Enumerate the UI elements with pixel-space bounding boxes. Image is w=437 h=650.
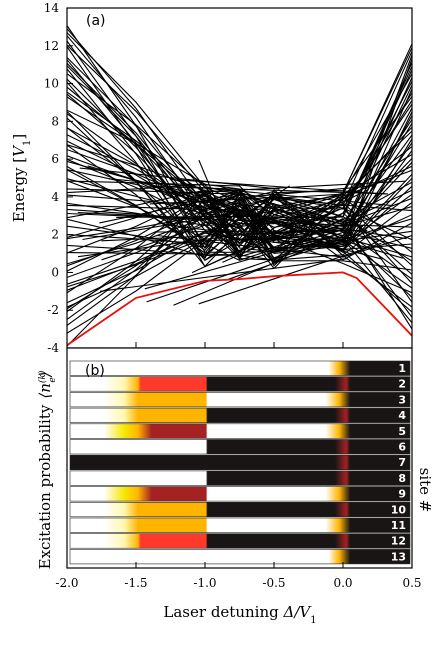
energy-level-line xyxy=(149,185,389,195)
y-tick-label-a: 2 xyxy=(51,228,59,242)
site-number-label: 6 xyxy=(398,441,406,454)
site-row-bar xyxy=(69,470,411,486)
site-row-bar xyxy=(69,533,411,549)
ground-state-line xyxy=(67,271,412,346)
energy-level-line xyxy=(67,25,412,250)
site-number-label: 13 xyxy=(391,550,406,563)
energy-level-line xyxy=(219,185,323,228)
energy-level-line xyxy=(149,196,277,205)
energy-level-line xyxy=(67,100,412,259)
energy-levels xyxy=(67,25,412,347)
energy-level-line xyxy=(67,202,412,267)
energy-level-line xyxy=(99,193,237,224)
y-tick-label-a: 8 xyxy=(51,114,59,128)
y-tick-label-a: -4 xyxy=(47,341,59,355)
site-row-bar xyxy=(69,454,411,471)
energy-level-line xyxy=(157,234,303,254)
x-tick-label: 0.0 xyxy=(333,576,352,590)
energy-level-line xyxy=(77,233,247,258)
energy-spectrum-panel: -4 -2 0 2 4 6 8 10 12 14 (a) Energy [V1] xyxy=(10,1,413,355)
x-axis-title: Laser detuning Δ/V1 xyxy=(163,603,316,626)
site-number-label: 1 xyxy=(398,362,406,375)
site-row-bar xyxy=(69,392,411,408)
site-number-label: 4 xyxy=(398,409,406,422)
energy-level-line xyxy=(77,211,363,227)
energy-level-line xyxy=(184,188,341,249)
site-row-bar xyxy=(69,376,411,392)
energy-level-line xyxy=(173,247,310,306)
plot-frame-b xyxy=(66,347,413,569)
y-tick-label-a: 12 xyxy=(44,39,59,53)
y-tick-label-a: 14 xyxy=(44,1,60,15)
y-axis-ticks-a: -4 -2 0 2 4 6 8 10 12 14 xyxy=(44,1,73,355)
site-number-label: 9 xyxy=(398,488,406,501)
energy-level-line xyxy=(161,223,347,250)
site-row-bar xyxy=(69,501,411,518)
energy-level-line xyxy=(67,44,412,253)
energy-level-line xyxy=(210,185,375,201)
energy-level-line xyxy=(206,186,351,224)
energy-level-line xyxy=(67,62,412,245)
x-axis-ticks-b: -2.0 -1.5 -1.0 -0.5 0.0 0.5 xyxy=(55,562,422,590)
energy-level-line xyxy=(156,229,368,233)
x-tick-label: -1.0 xyxy=(193,576,216,590)
site-number-label: 2 xyxy=(398,378,406,391)
site-row-bar xyxy=(69,517,411,533)
panel-label-b: (b) xyxy=(85,363,105,379)
y-tick-label-a: -2 xyxy=(47,303,59,317)
energy-level-line xyxy=(67,68,412,318)
site-number-label: 7 xyxy=(398,456,406,469)
energy-level-line xyxy=(79,167,280,190)
y-axis-symbol-b: ⟨n(k)e⟩ xyxy=(36,370,58,398)
energy-level-line xyxy=(100,258,348,292)
site-row-bar xyxy=(69,360,411,376)
energy-level-line xyxy=(67,40,412,253)
energy-level-line xyxy=(222,211,335,263)
panel-label-a: (a) xyxy=(86,13,106,29)
energy-level-line xyxy=(116,215,279,218)
y-tick-label-a: 10 xyxy=(44,77,59,91)
site-row-bar xyxy=(69,407,411,423)
x-tick-label: -1.5 xyxy=(124,576,147,590)
ground-state-layer xyxy=(67,271,412,346)
site-row-bar xyxy=(69,423,411,439)
site-row-bar xyxy=(69,549,411,565)
site-axis-title: site # xyxy=(416,468,434,513)
site-number-label: 10 xyxy=(391,503,407,516)
plot-area-a xyxy=(67,8,412,348)
y-axis-title-a: Energy [V1] xyxy=(10,134,33,222)
site-number-label: 12 xyxy=(391,535,406,548)
y-tick-label-a: 0 xyxy=(51,265,59,279)
energy-level-line xyxy=(192,205,407,240)
y-tick-label-a: 4 xyxy=(51,190,59,204)
energy-level-line xyxy=(101,229,334,242)
site-row-bar xyxy=(69,486,411,502)
x-tick-label: 0.5 xyxy=(402,576,421,590)
y-tick-label-a: 6 xyxy=(51,152,59,166)
energy-level-line xyxy=(170,178,386,195)
site-row-bar xyxy=(69,439,411,455)
y-axis-title-b: Excitation probability⟨n(k)e⟩ xyxy=(36,370,58,569)
energy-level-line xyxy=(67,46,412,294)
site-number-label: 3 xyxy=(398,393,406,406)
energy-level-line xyxy=(108,178,391,206)
energy-level-line xyxy=(198,242,382,305)
energy-level-line xyxy=(101,208,254,261)
energy-level-line xyxy=(67,35,412,260)
energy-level-line xyxy=(67,127,412,238)
site-number-label: 11 xyxy=(391,519,406,532)
site-number-label: 5 xyxy=(398,425,406,438)
energy-level-line xyxy=(144,234,334,290)
site-number-label: 8 xyxy=(398,472,406,485)
x-tick-label: -2.0 xyxy=(55,576,78,590)
x-tick-label: -0.5 xyxy=(262,576,285,590)
